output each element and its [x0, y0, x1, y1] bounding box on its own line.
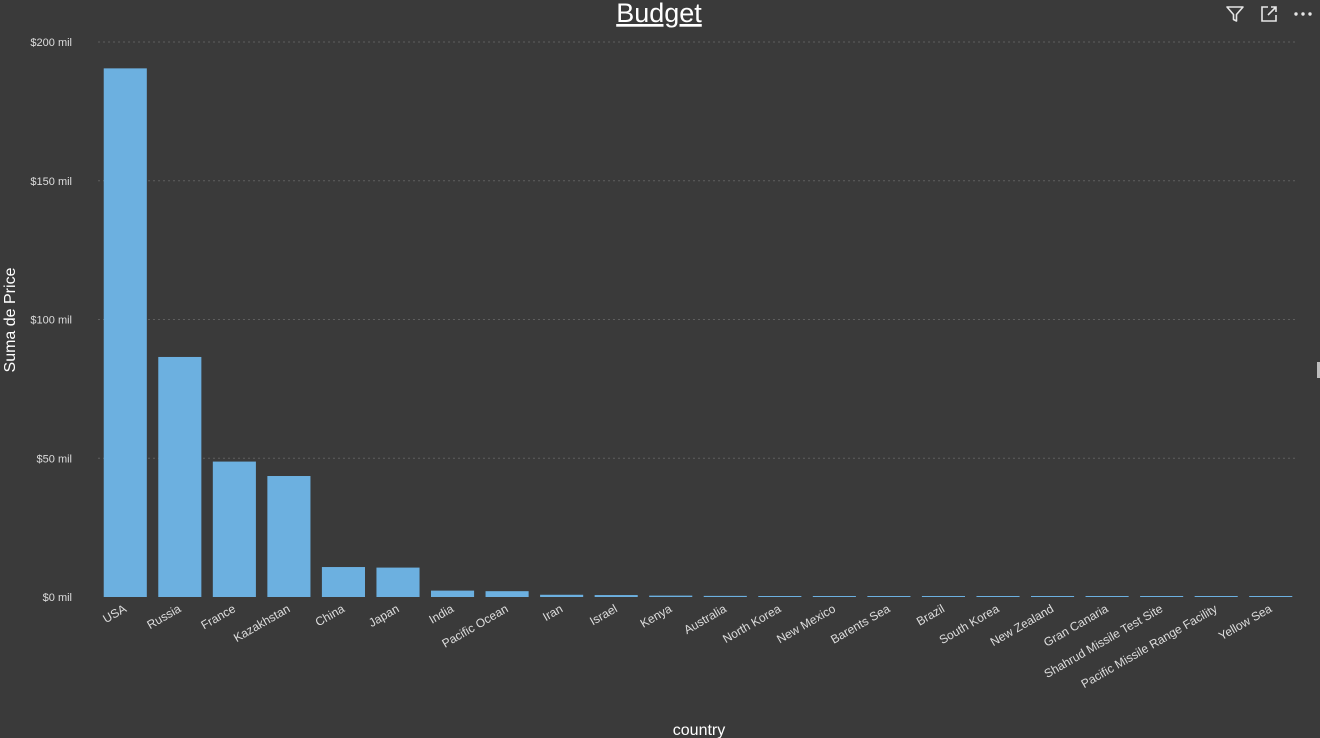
bar-france[interactable]	[212, 461, 256, 597]
y-axis-label: Suma de Price	[2, 267, 19, 372]
x-tick-label: North Korea	[720, 601, 783, 646]
x-tick-label: India	[427, 601, 457, 626]
y-axis-ticks: $0 mil $50 mil $100 mil $150 mil $200 mil	[30, 37, 72, 604]
bar-south-korea[interactable]	[976, 596, 1020, 597]
x-tick-label: Israel	[587, 601, 619, 628]
visual-header	[1224, 3, 1314, 25]
x-tick-label: Yellow Sea	[1216, 601, 1274, 643]
bars	[103, 68, 1293, 598]
bar-japan[interactable]	[376, 567, 420, 597]
bar-north-korea[interactable]	[758, 596, 802, 597]
bar-new-mexico[interactable]	[812, 596, 856, 597]
x-tick-label: China	[313, 601, 347, 629]
x-tick-label: Brazil	[914, 601, 947, 628]
bar-australia[interactable]	[703, 595, 747, 597]
bar-israel[interactable]	[594, 595, 638, 597]
bar-usa[interactable]	[103, 68, 147, 598]
bar-kenya[interactable]	[649, 595, 693, 597]
y-tick-label: $200 mil	[30, 37, 72, 49]
x-tick-label: Kenya	[638, 601, 675, 630]
bar-yellow-sea[interactable]	[1249, 596, 1293, 597]
x-tick-label: Japan	[366, 601, 401, 629]
x-tick-label: Barents Sea	[828, 601, 892, 646]
x-tick-label: USA	[100, 601, 128, 625]
more-options-icon[interactable]	[1292, 3, 1314, 25]
y-tick-label: $100 mil	[30, 315, 72, 327]
focus-mode-icon[interactable]	[1258, 3, 1280, 25]
bar-barents-sea[interactable]	[867, 596, 911, 597]
bar-iran[interactable]	[540, 594, 584, 597]
resize-handle[interactable]	[1317, 362, 1320, 378]
gridlines	[98, 41, 1298, 459]
chart-title: Budget	[616, 0, 702, 28]
y-tick-label: $50 mil	[37, 453, 72, 465]
bar-russia[interactable]	[158, 356, 202, 597]
y-tick-label: $150 mil	[30, 176, 72, 188]
x-tick-label: Australia	[681, 601, 729, 637]
x-tick-label: France	[199, 601, 239, 632]
bar-shahrud-missile-test-site[interactable]	[1140, 596, 1184, 597]
x-tick-label: Russia	[145, 601, 184, 632]
bar-india[interactable]	[431, 590, 475, 597]
bar-brazil[interactable]	[921, 596, 965, 597]
bar-kazakhstan[interactable]	[267, 476, 311, 597]
bar-gran-canaria[interactable]	[1085, 596, 1129, 597]
bar-new-zealand[interactable]	[1031, 596, 1075, 597]
bar-pacific-missile-range-facility[interactable]	[1194, 596, 1238, 597]
x-tick-label: Kazakhstan	[231, 601, 292, 644]
y-tick-label: $0 mil	[43, 592, 72, 604]
x-tick-label: New Mexico	[774, 601, 838, 646]
bar-china[interactable]	[321, 567, 365, 597]
filter-icon[interactable]	[1224, 3, 1246, 25]
bar-pacific-ocean[interactable]	[485, 591, 529, 597]
x-tick-label: Iran	[540, 601, 565, 623]
x-axis-label: country	[673, 722, 725, 738]
